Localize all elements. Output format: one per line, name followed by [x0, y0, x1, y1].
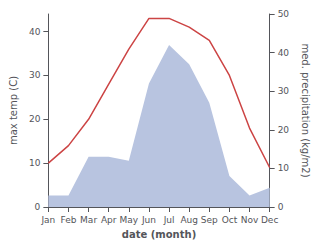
svg-text:Jul: Jul	[163, 215, 175, 225]
svg-text:10: 10	[278, 163, 290, 173]
svg-text:Feb: Feb	[61, 215, 77, 225]
svg-text:Mar: Mar	[80, 215, 97, 225]
svg-text:med. precipitation (kg/m2): med. precipitation (kg/m2)	[300, 43, 311, 177]
svg-text:10: 10	[29, 158, 41, 168]
svg-text:30: 30	[29, 70, 41, 80]
svg-text:30: 30	[278, 86, 290, 96]
svg-text:0: 0	[278, 202, 284, 212]
svg-text:max temp (C): max temp (C)	[8, 76, 19, 145]
svg-text:0: 0	[35, 202, 41, 212]
svg-text:Jan: Jan	[40, 215, 55, 225]
svg-text:20: 20	[278, 125, 290, 135]
svg-text:May: May	[120, 215, 139, 225]
svg-text:50: 50	[278, 9, 290, 19]
svg-text:20: 20	[29, 114, 41, 124]
svg-text:Oct: Oct	[222, 215, 238, 225]
svg-text:40: 40	[278, 48, 290, 58]
svg-text:40: 40	[29, 27, 41, 37]
svg-text:date (month): date (month)	[122, 229, 196, 240]
svg-text:Aug: Aug	[180, 215, 198, 225]
svg-text:Nov: Nov	[241, 215, 259, 225]
svg-text:Dec: Dec	[261, 215, 278, 225]
svg-text:Sep: Sep	[201, 215, 218, 225]
svg-text:Apr: Apr	[101, 215, 117, 225]
svg-text:Jun: Jun	[141, 215, 156, 225]
